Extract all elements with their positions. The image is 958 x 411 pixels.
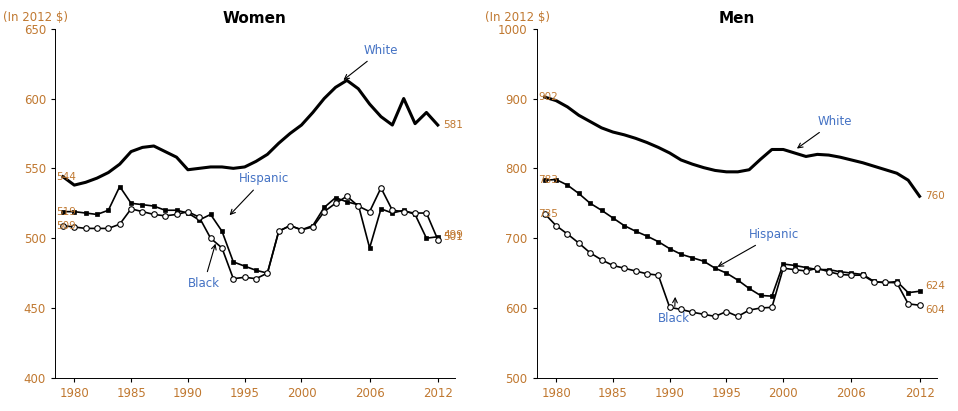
Text: 624: 624 [925,281,946,291]
Text: 501: 501 [444,232,464,242]
Text: 544: 544 [57,172,76,182]
Text: Hispanic: Hispanic [718,228,799,266]
Text: 604: 604 [925,305,945,315]
Text: (In 2012 $): (In 2012 $) [3,11,68,24]
Text: Black: Black [188,245,220,290]
Text: 581: 581 [444,120,464,130]
Text: 783: 783 [537,175,558,185]
Text: 499: 499 [444,230,464,240]
Text: 519: 519 [57,207,76,217]
Text: 902: 902 [537,92,558,102]
Text: 760: 760 [925,191,945,201]
Title: Women: Women [223,11,286,26]
Text: (In 2012 $): (In 2012 $) [485,11,550,24]
Text: 735: 735 [537,209,558,219]
Title: Men: Men [718,11,755,26]
Text: White: White [798,115,852,148]
Text: 509: 509 [57,221,76,231]
Text: Black: Black [658,298,691,325]
Text: Hispanic: Hispanic [231,172,289,214]
Text: White: White [344,44,399,79]
